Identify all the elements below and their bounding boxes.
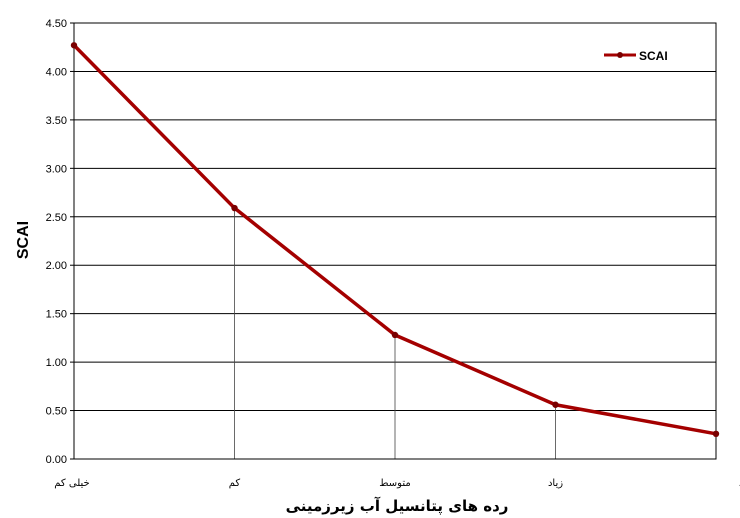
legend-entry-scai: SCAI [639, 49, 668, 63]
x-tick-label: متوسط [379, 478, 410, 489]
y-tick-label: 0.50 [46, 406, 67, 418]
y-tick-label: 3.50 [46, 115, 67, 127]
series-group [70, 42, 720, 438]
y-tick-label: 0.00 [46, 454, 67, 466]
x-axis-label: رده های پتانسیل آب زیرزمینی [286, 497, 509, 516]
legend-marker [617, 52, 623, 58]
data-point [552, 401, 559, 408]
y-axis-label: SCAI [15, 221, 32, 259]
y-tick-label: 1.00 [46, 357, 67, 369]
y-axis-ticks: 0.00 0.50 1.00 1.50 2.00 2.50 3.00 3.50 4.00 4.50 [46, 18, 74, 466]
data-point [231, 204, 238, 212]
x-tick-label: خیلی کم [54, 478, 89, 489]
x-tick-label: کم [229, 478, 241, 489]
x-axis-ticks: خیلی کمکممتوسطزیادخیلی زیاد [54, 478, 740, 489]
legend: SCAI [604, 49, 668, 63]
drop-lines [234, 208, 556, 459]
y-tick-label: 1.50 [46, 309, 67, 321]
y-tick-label: 2.00 [46, 260, 67, 272]
data-point [70, 42, 78, 49]
y-tick-label: 3.00 [46, 163, 67, 175]
plot-frame [73, 22, 717, 460]
y-tick-label: 4.50 [46, 18, 67, 30]
y-tick-label: 4.00 [46, 66, 67, 78]
data-point [391, 331, 399, 339]
y-tick-label: 2.50 [46, 212, 67, 224]
x-tick-label: زیاد [548, 478, 563, 489]
data-point [712, 430, 720, 438]
